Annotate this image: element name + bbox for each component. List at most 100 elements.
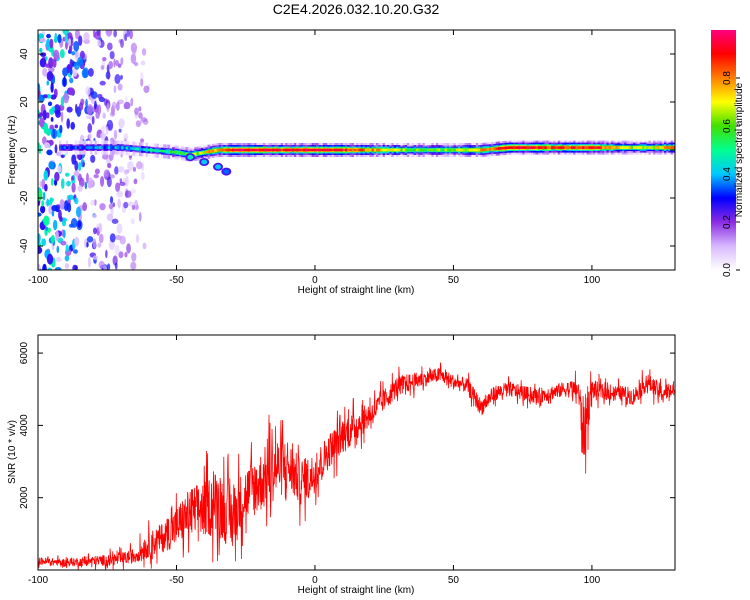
noise-speckle (45, 38, 51, 50)
noise-speckle (67, 194, 75, 200)
ridge-cell (588, 146, 592, 149)
noise-speckle (46, 149, 53, 156)
noise-speckle (54, 171, 60, 182)
y-tick-label: -20 (19, 190, 30, 205)
ridge-cell (440, 148, 444, 152)
ridge-cell (613, 146, 617, 149)
ridge-cell (562, 146, 566, 149)
noise-speckle (142, 242, 147, 250)
ridge-cell (247, 148, 251, 152)
noise-speckle (113, 129, 118, 140)
ridge-cell (619, 146, 623, 149)
noise-speckle (106, 162, 112, 168)
ridge-cell (163, 150, 167, 153)
ridge-cell (227, 148, 231, 152)
noise-speckle (46, 253, 54, 265)
y-tick-label: 2000 (19, 486, 30, 509)
ridge-cell (630, 146, 634, 149)
ridge-cell (488, 147, 492, 151)
noise-speckle (94, 31, 101, 40)
noise-speckle (103, 265, 107, 270)
ridge-cell (178, 151, 182, 155)
noise-speckle (68, 87, 75, 96)
ridge-cell (557, 146, 561, 149)
noise-speckle (106, 176, 112, 188)
ridge-cell (590, 146, 594, 149)
noise-speckle (55, 109, 61, 118)
ridge-cell (291, 148, 295, 152)
noise-speckle (113, 30, 118, 38)
ridge-cell (404, 148, 408, 152)
noise-speckle (42, 263, 47, 270)
noise-speckle (73, 170, 80, 177)
noise-speckle (77, 185, 83, 192)
noise-speckle (38, 263, 41, 270)
ridge-cell (220, 148, 224, 152)
figure-title: C2E4.2026.032.10.20.G32 (273, 1, 440, 17)
ridge-cell (185, 152, 189, 156)
ridge-cell (577, 146, 581, 149)
ridge-cell (347, 148, 351, 152)
noise-speckle (73, 197, 79, 205)
noise-speckle (58, 209, 62, 220)
noise-speckle (120, 74, 123, 80)
ridge-cell (349, 148, 353, 152)
ridge-cell (127, 146, 131, 150)
ridge-cell (85, 146, 89, 149)
ridge-cell (513, 146, 517, 149)
ridge-cell (606, 146, 610, 149)
noise-speckle (72, 264, 78, 270)
noise-speckle (136, 161, 143, 170)
noise-speckle (55, 230, 59, 242)
ridge-cell (322, 148, 326, 152)
ridge-cell (65, 146, 69, 149)
ridge-cell (356, 148, 360, 152)
ridge-cell (495, 147, 499, 150)
spectrogram-x-ticks: -100 -50 0 50 100 (28, 30, 601, 286)
ridge-cell (320, 148, 324, 152)
ridge-cell (644, 146, 648, 149)
noise-speckle (60, 240, 67, 246)
ridge-cell (249, 148, 253, 152)
ridge-cell (522, 146, 526, 149)
noise-speckle (113, 58, 116, 68)
noise-speckle (118, 165, 125, 173)
x-tick-label: -100 (28, 275, 48, 286)
ridge-cell (573, 146, 577, 149)
ridge-cell (74, 146, 78, 149)
ridge-cell (486, 148, 490, 151)
ridge-cell (229, 148, 233, 152)
ridge-cell (526, 146, 530, 149)
noise-speckle (124, 33, 128, 42)
y-tick-label: 40 (19, 48, 30, 60)
ridge-cell (537, 146, 541, 149)
noise-speckle (130, 97, 134, 107)
noise-speckle (66, 63, 71, 74)
branch-blob (215, 164, 222, 170)
noise-speckle (38, 144, 42, 154)
noise-speckle (59, 199, 65, 210)
ridge-cell (209, 149, 213, 153)
noise-speckle (64, 255, 70, 262)
ridge-cell (617, 146, 621, 149)
noise-speckle (114, 166, 119, 175)
noise-speckle (106, 119, 114, 131)
ridge-cell (422, 148, 426, 152)
ridge-cell (575, 146, 579, 149)
ridge-cell (183, 152, 187, 156)
noise-speckle (100, 132, 107, 140)
ridge-cell (147, 148, 151, 152)
noise-speckle (98, 222, 103, 233)
ridge-cell (200, 151, 204, 155)
noise-speckle (108, 203, 114, 210)
ridge-cell (101, 146, 105, 149)
noise-speckle (42, 109, 47, 121)
x-tick-label: 100 (584, 575, 601, 586)
noise-speckle (39, 47, 43, 53)
ridge-cell (411, 148, 415, 152)
ridge-cell (154, 149, 158, 152)
noise-speckle (123, 133, 129, 141)
ridge-cell (407, 148, 411, 152)
ridge-cell (570, 146, 574, 149)
ridge-cell (497, 147, 501, 150)
